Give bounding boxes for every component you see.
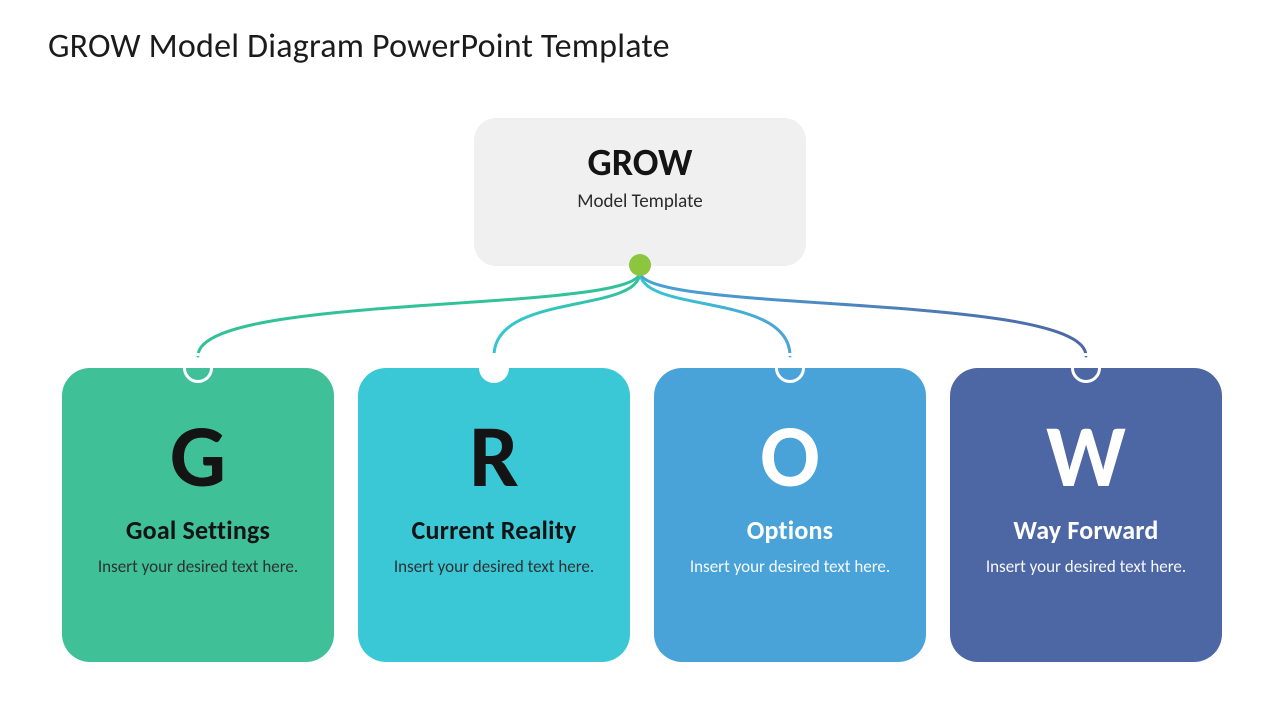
card-heading: Current Reality	[412, 514, 577, 546]
slide: GROW Model Diagram PowerPoint Template G…	[0, 0, 1280, 720]
hub-dot-icon	[629, 254, 651, 276]
ring-icon	[775, 353, 805, 383]
card-desc: Insert your desired text here.	[684, 556, 896, 579]
card-letter: R	[469, 412, 519, 500]
root-subtitle: Model Template	[474, 190, 806, 213]
card-letter: W	[1046, 412, 1126, 500]
card-letter: G	[170, 412, 226, 500]
page-title: GROW Model Diagram PowerPoint Template	[48, 26, 670, 67]
card-o: O Options Insert your desired text here.	[654, 368, 926, 662]
ring-icon	[1071, 353, 1101, 383]
card-desc: Insert your desired text here.	[980, 556, 1192, 579]
root-title: GROW	[474, 140, 806, 186]
card-r: R Current Reality Insert your desired te…	[358, 368, 630, 662]
cards-row: G Goal Settings Insert your desired text…	[62, 368, 1222, 662]
card-heading: Goal Settings	[126, 514, 270, 546]
ring-icon	[183, 353, 213, 383]
card-letter: O	[760, 412, 820, 500]
card-heading: Way Forward	[1013, 514, 1158, 546]
card-w: W Way Forward Insert your desired text h…	[950, 368, 1222, 662]
ring-icon	[479, 353, 509, 383]
card-desc: Insert your desired text here.	[92, 556, 304, 579]
card-heading: Options	[747, 514, 834, 546]
card-desc: Insert your desired text here.	[388, 556, 600, 579]
card-g: G Goal Settings Insert your desired text…	[62, 368, 334, 662]
root-box: GROW Model Template	[474, 118, 806, 266]
